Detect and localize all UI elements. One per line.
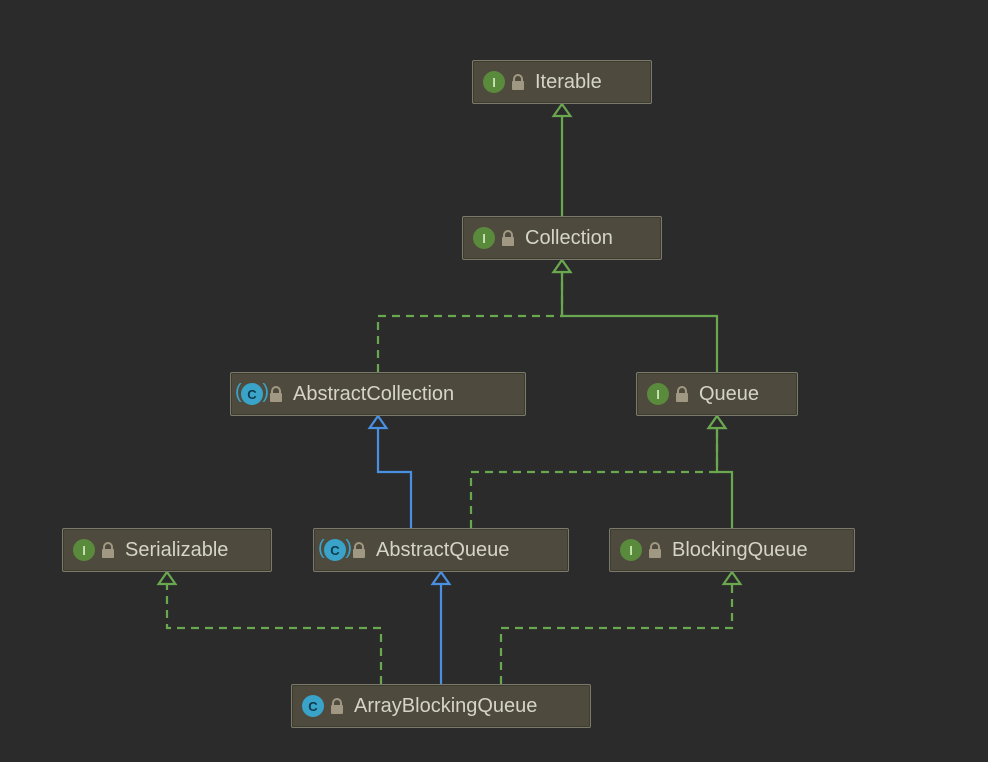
- node-label: ArrayBlockingQueue: [354, 695, 537, 718]
- diagram-canvas: I Iterable I Collection C AbstractCollec…: [0, 0, 988, 762]
- node-queue[interactable]: I Queue: [636, 372, 798, 416]
- node-abstract-queue[interactable]: C AbstractQueue: [313, 528, 569, 572]
- node-label: BlockingQueue: [672, 539, 808, 562]
- interface-icon: I: [73, 539, 95, 561]
- node-label: Iterable: [535, 71, 602, 94]
- node-label: Queue: [699, 383, 759, 406]
- node-iterable[interactable]: I Iterable: [472, 60, 652, 104]
- abstract-class-icon: C: [324, 539, 346, 561]
- abstract-class-icon: C: [241, 383, 263, 405]
- interface-icon: I: [483, 71, 505, 93]
- lock-icon: [511, 74, 525, 90]
- lock-icon: [330, 698, 344, 714]
- lock-icon: [501, 230, 515, 246]
- interface-icon: I: [647, 383, 669, 405]
- node-serializable[interactable]: I Serializable: [62, 528, 272, 572]
- node-label: AbstractCollection: [293, 383, 454, 406]
- class-icon: C: [302, 695, 324, 717]
- node-label: Collection: [525, 227, 613, 250]
- lock-icon: [101, 542, 115, 558]
- node-abstract-collection[interactable]: C AbstractCollection: [230, 372, 526, 416]
- node-label: AbstractQueue: [376, 539, 509, 562]
- node-blocking-queue[interactable]: I BlockingQueue: [609, 528, 855, 572]
- lock-icon: [648, 542, 662, 558]
- lock-icon: [352, 542, 366, 558]
- node-collection[interactable]: I Collection: [462, 216, 662, 260]
- node-array-blocking-queue[interactable]: C ArrayBlockingQueue: [291, 684, 591, 728]
- lock-icon: [269, 386, 283, 402]
- interface-icon: I: [473, 227, 495, 249]
- interface-icon: I: [620, 539, 642, 561]
- node-label: Serializable: [125, 539, 228, 562]
- lock-icon: [675, 386, 689, 402]
